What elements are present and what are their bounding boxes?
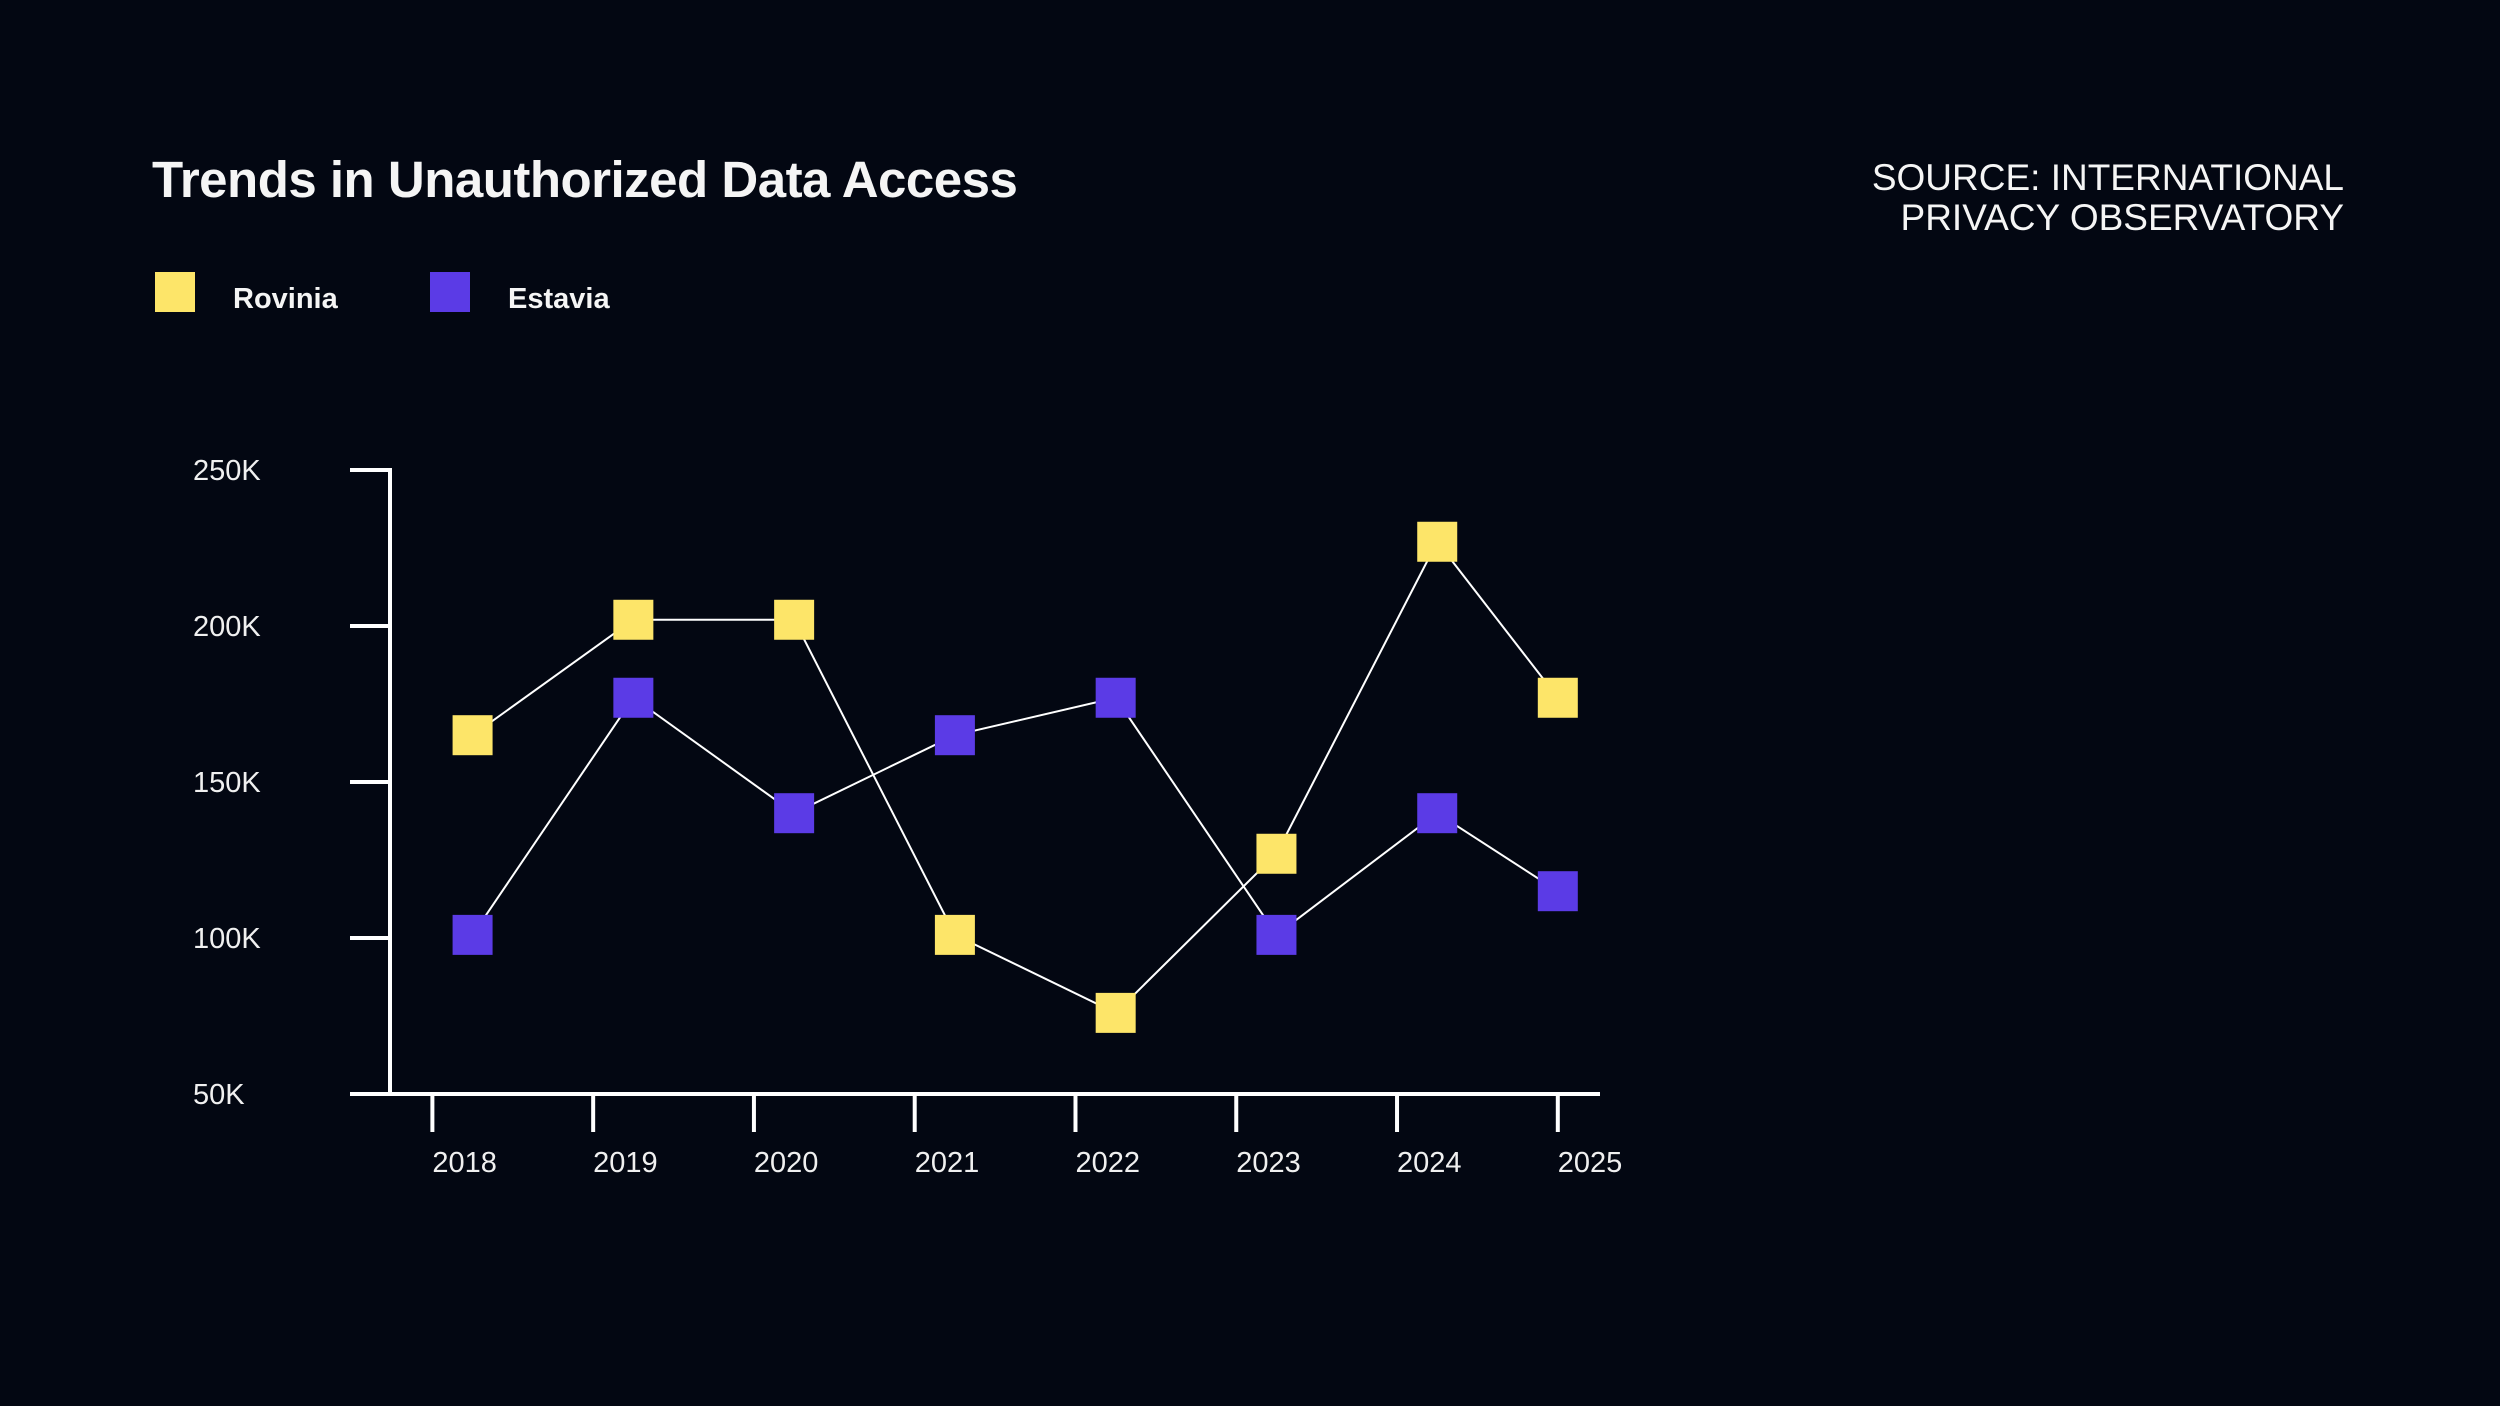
chart-title: Trends in Unauthorized Data Access: [152, 151, 1018, 208]
data-point-estavia: [1417, 793, 1458, 834]
series-line-estavia: [471, 696, 1559, 937]
data-point-rovinia: [1095, 992, 1136, 1033]
y-tick-label: 200K: [193, 611, 261, 643]
legend-swatch-rovinia: [155, 272, 195, 312]
data-point-estavia: [1256, 914, 1297, 955]
series-markers: [452, 521, 1578, 1033]
data-point-rovinia: [774, 599, 815, 640]
x-tick-label: 2022: [1075, 1147, 1140, 1179]
data-point-rovinia: [1417, 521, 1458, 562]
data-point-estavia: [1537, 871, 1578, 912]
data-point-rovinia: [613, 599, 654, 640]
legend-swatch-estavia: [430, 272, 470, 312]
x-tick-label: 2024: [1397, 1147, 1462, 1179]
source-line-2: PRIVACY OBSERVATORY: [1900, 197, 2344, 238]
tick-labels: 50K 100K 150K 200K 250K 2018 2019 2020 2021 2022 2…: [193, 455, 1622, 1179]
series-lines: [471, 539, 1559, 1015]
x-tick-label: 2018: [432, 1147, 497, 1179]
y-tick-label: 100K: [193, 923, 261, 955]
source-note: SOURCE: INTERNATIONAL PRIVACY OBSERVATOR…: [1744, 158, 2344, 238]
data-point-rovinia: [452, 715, 493, 756]
data-point-estavia: [1095, 677, 1136, 718]
data-point-estavia: [613, 677, 654, 718]
chart-axes: [350, 468, 1600, 1132]
data-point-rovinia: [1256, 833, 1297, 874]
data-point-estavia: [452, 914, 493, 955]
x-tick-label: 2019: [593, 1147, 658, 1179]
legend-label-estavia: Estavia: [508, 283, 610, 315]
series-line-rovinia: [471, 539, 1559, 1015]
data-point-estavia: [934, 715, 975, 756]
y-tick-label: 50K: [193, 1079, 245, 1111]
x-tick-label: 2020: [754, 1147, 819, 1179]
source-line-1: SOURCE: INTERNATIONAL: [1871, 157, 2344, 198]
y-tick-label: 150K: [193, 767, 261, 799]
x-tick-label: 2021: [915, 1147, 980, 1179]
data-point-estavia: [774, 793, 815, 834]
x-tick-label: 2025: [1558, 1147, 1623, 1179]
data-point-rovinia: [1537, 677, 1578, 718]
y-tick-label: 250K: [193, 455, 261, 487]
x-tick-label: 2023: [1236, 1147, 1301, 1179]
data-point-rovinia: [934, 914, 975, 955]
legend-label-rovinia: Rovinia: [233, 283, 338, 315]
